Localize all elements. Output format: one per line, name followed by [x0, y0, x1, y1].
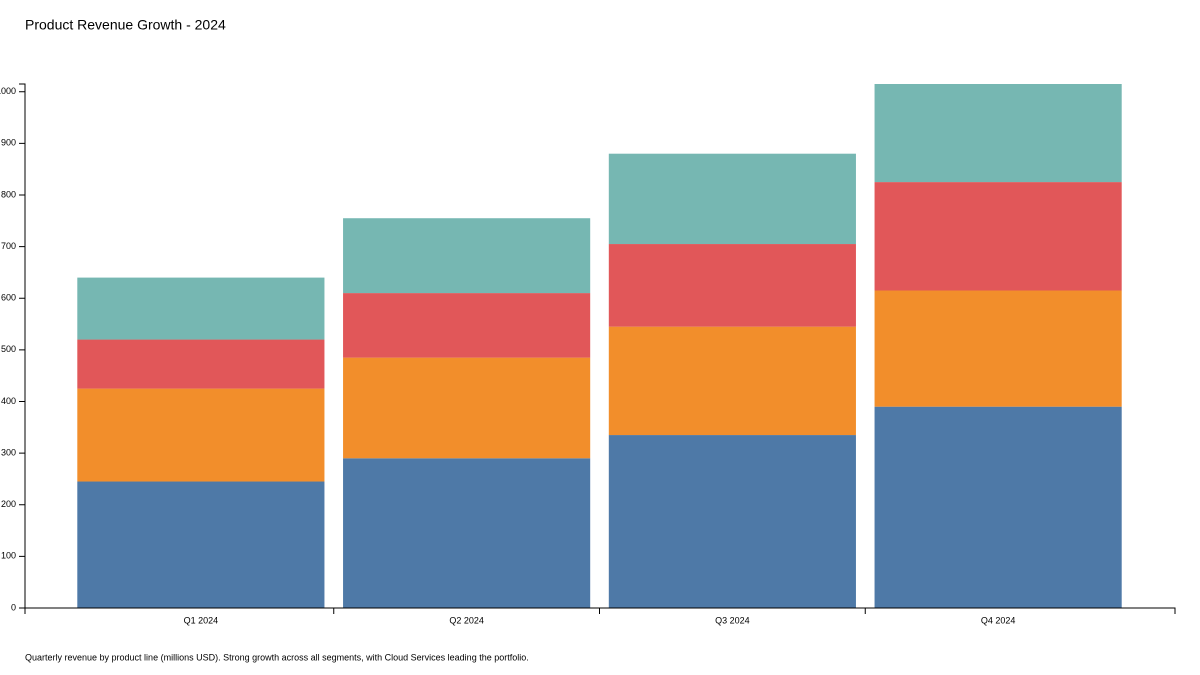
y-tick-label: 1000 — [0, 86, 16, 96]
bar-segment — [343, 218, 591, 294]
bar-segment — [77, 277, 325, 340]
x-tick-label: Q1 2024 — [184, 615, 219, 625]
bar-segment — [608, 435, 856, 608]
y-tick-label: 400 — [1, 396, 16, 406]
y-tick-label: 0 — [11, 602, 16, 612]
y-tick-label: 900 — [1, 138, 16, 148]
bar-segment — [77, 481, 325, 608]
bar-segment — [77, 388, 325, 482]
y-tick-label: 200 — [1, 499, 16, 509]
y-tick-label: 700 — [1, 241, 16, 251]
y-tick-label: 500 — [1, 344, 16, 354]
x-tick-label: Q4 2024 — [981, 615, 1016, 625]
bar-segment — [874, 182, 1122, 291]
y-tick-label: 800 — [1, 189, 16, 199]
bar-segment — [608, 153, 856, 245]
x-tick-label: Q2 2024 — [449, 615, 484, 625]
y-tick-label: 300 — [1, 447, 16, 457]
y-axis — [19, 83, 26, 609]
chart-title: Product Revenue Growth - 2024 — [25, 17, 226, 33]
x-axis — [24, 607, 1176, 614]
bar-segment — [608, 326, 856, 436]
bar-segment — [874, 84, 1122, 183]
bar-segment — [343, 293, 591, 358]
bar-segment — [77, 339, 325, 389]
y-tick-label: 600 — [1, 293, 16, 303]
bar-segment — [874, 406, 1122, 608]
x-tick-label: Q3 2024 — [715, 615, 750, 625]
bar-segment — [608, 244, 856, 327]
bar-segment — [874, 290, 1122, 407]
y-tick-label: 100 — [1, 551, 16, 561]
chart-caption: Quarterly revenue by product line (milli… — [25, 652, 529, 662]
bar-segment — [343, 357, 591, 459]
bar-segment — [343, 458, 591, 608]
